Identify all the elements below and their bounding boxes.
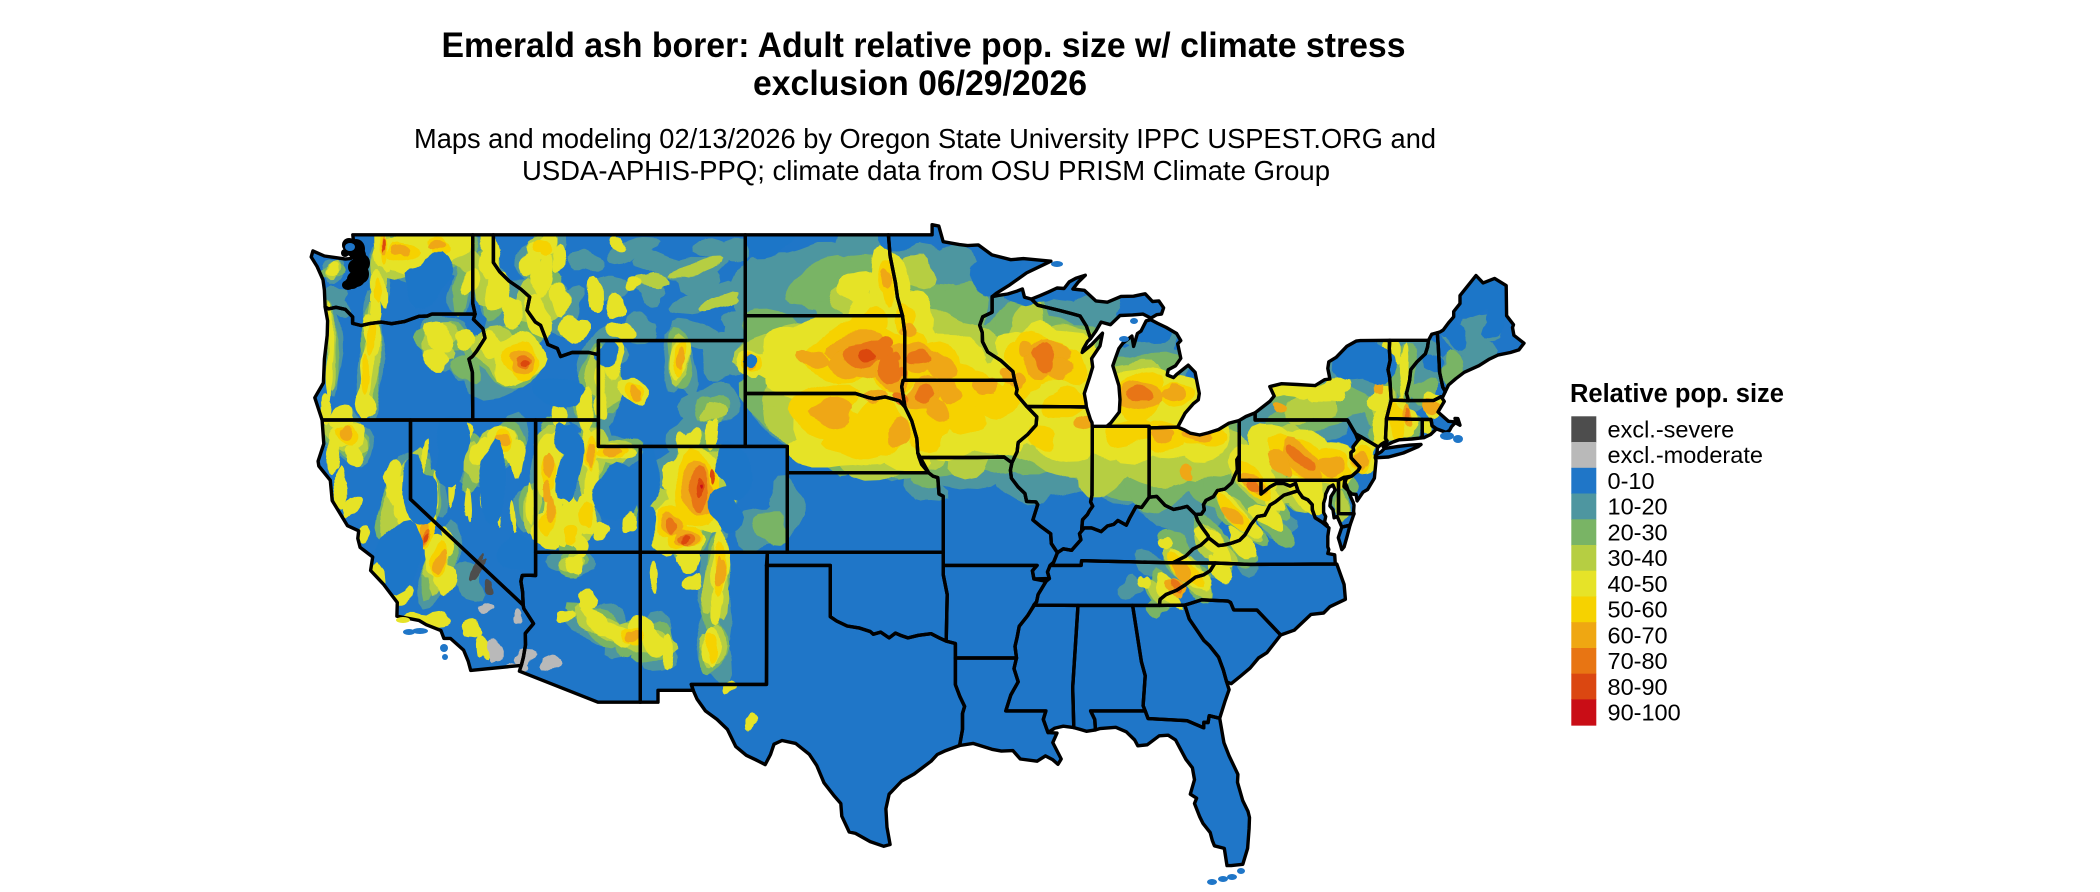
- svg-text:10-20: 10-20: [1608, 494, 1668, 520]
- svg-text:70-80: 70-80: [1608, 648, 1668, 674]
- svg-text:exclusion 06/29/2026: exclusion 06/29/2026: [753, 64, 1087, 103]
- svg-text:0-10: 0-10: [1608, 468, 1655, 494]
- svg-text:Emerald ash borer: Adult relat: Emerald ash borer: Adult relative pop. s…: [442, 26, 1406, 65]
- svg-text:excl.-moderate: excl.-moderate: [1608, 442, 1763, 468]
- svg-text:30-40: 30-40: [1608, 545, 1668, 571]
- svg-text:60-70: 60-70: [1608, 622, 1668, 648]
- svg-text:20-30: 20-30: [1608, 519, 1668, 545]
- svg-text:USDA-APHIS-PPQ; climate data f: USDA-APHIS-PPQ; climate data from OSU PR…: [522, 155, 1330, 186]
- svg-text:40-50: 40-50: [1608, 571, 1668, 597]
- svg-text:excl.-severe: excl.-severe: [1608, 416, 1735, 442]
- svg-text:80-90: 80-90: [1608, 674, 1668, 700]
- svg-text:Maps and modeling 02/13/2026 b: Maps and modeling 02/13/2026 by Oregon S…: [414, 123, 1436, 154]
- svg-text:90-100: 90-100: [1608, 700, 1681, 726]
- svg-text:Relative pop. size: Relative pop. size: [1570, 380, 1784, 408]
- svg-text:50-60: 50-60: [1608, 597, 1668, 623]
